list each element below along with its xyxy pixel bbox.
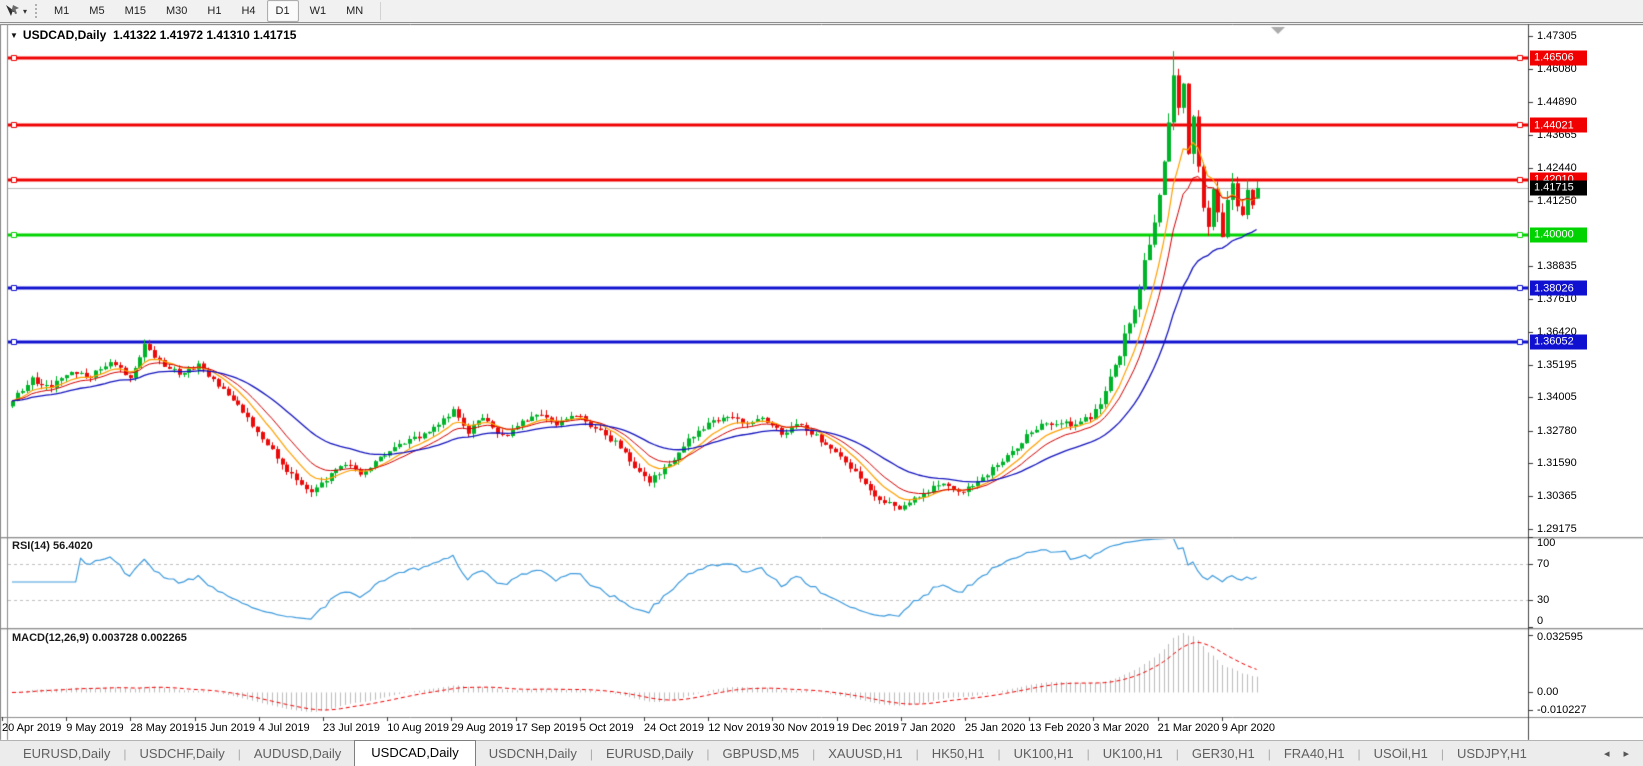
macd-label: MACD(12,26,9) 0.003728 0.002265 xyxy=(12,632,187,644)
chart-title-text: USDCAD,Daily 1.41322 1.41972 1.41310 1.4… xyxy=(22,28,297,42)
dropdown-caret-icon[interactable]: ▾ xyxy=(23,6,28,16)
chart-title: ▼ USDCAD,Daily 1.41322 1.41972 1.41310 1.… xyxy=(10,28,296,42)
timeframe-button-mn[interactable]: MN xyxy=(346,5,364,17)
timeframe-button-h4[interactable]: H4 xyxy=(241,5,256,17)
symbol-tab-usoil-h1[interactable]: USOil,H1 xyxy=(1373,746,1428,761)
symbol-tab-usdcnh-daily[interactable]: USDCNH,Daily xyxy=(488,746,577,761)
symbol-tab-fra40-h1[interactable]: FRA40,H1 xyxy=(1283,746,1345,761)
tab-separator: | xyxy=(589,747,593,761)
symbol-tabs: EURUSD,Daily | USDCHF,Daily | AUDUSD,Daily US… xyxy=(0,740,1540,766)
symbol-tab-usdjpy-h1[interactable]: USDJPY,H1 xyxy=(1456,746,1527,761)
symbol-tab-usdcad-daily[interactable]: USDCAD,Daily xyxy=(354,740,476,766)
timeframe-button-w1[interactable]: W1 xyxy=(309,5,327,17)
symbol-tab-eurusd-daily[interactable]: EURUSD,Daily xyxy=(23,746,111,761)
symbol-tab-eurusd-daily[interactable]: EURUSD,Daily xyxy=(605,746,694,761)
timeframe-button-h1[interactable]: H1 xyxy=(207,5,222,17)
top-toolbar: ▾ M1 M5 M15 M30 H1 H4 D1 W1 MN xyxy=(0,0,1643,23)
chart-cursor-tool-icon[interactable] xyxy=(4,4,22,19)
toolbar-grip[interactable] xyxy=(35,4,38,18)
tab-separator: | xyxy=(1440,747,1444,761)
tab-separator: | xyxy=(706,747,710,761)
collapse-arrow-icon[interactable]: ▼ xyxy=(10,30,18,40)
tab-separator: | xyxy=(997,747,1001,761)
tab-separator: | xyxy=(1175,747,1179,761)
rsi-label: RSI(14) 56.4020 xyxy=(12,540,93,552)
timeframe-button-m5[interactable]: M5 xyxy=(89,5,105,17)
tab-separator: | xyxy=(1267,747,1271,761)
symbol-tab-ger30-h1[interactable]: GER30,H1 xyxy=(1191,746,1255,761)
tab-separator: | xyxy=(812,747,816,761)
symbol-tab-xauusd-h1[interactable]: XAUUSD,H1 xyxy=(828,746,903,761)
symbol-tab-uk100-h1[interactable]: UK100,H1 xyxy=(1102,746,1163,761)
tab-separator: | xyxy=(1357,747,1361,761)
toolbar-separator xyxy=(380,2,382,20)
tab-separator: | xyxy=(237,747,241,761)
timeframe-button-m1[interactable]: M1 xyxy=(54,5,70,17)
tab-scroll-left-icon[interactable]: ◂ xyxy=(1603,748,1610,760)
tab-separator: | xyxy=(123,747,127,761)
tab-separator: | xyxy=(915,747,919,761)
symbol-tab-bar: EURUSD,Daily | USDCHF,Daily | AUDUSD,Daily US… xyxy=(0,740,1643,766)
tab-scroll-right-icon[interactable]: ▸ xyxy=(1623,748,1629,760)
timeframe-button-d1[interactable]: D1 xyxy=(266,0,299,22)
symbol-tab-audusd-daily[interactable]: AUDUSD,Daily xyxy=(253,746,342,761)
symbol-tab-gbpusd-m5[interactable]: GBPUSD,M5 xyxy=(722,746,800,761)
symbol-tab-usdchf-daily[interactable]: USDCHF,Daily xyxy=(139,746,225,761)
timeframe-button-m15[interactable]: M15 xyxy=(124,5,146,17)
timeframe-button-m30[interactable]: M30 xyxy=(165,5,188,17)
symbol-tab-uk100-h1[interactable]: UK100,H1 xyxy=(1013,746,1074,761)
symbol-tab-hk50-h1[interactable]: HK50,H1 xyxy=(931,746,985,761)
tab-separator: | xyxy=(1086,747,1090,761)
timeframe-buttons: M1 M5 M15 M30 H1 H4 D1 W1 MN xyxy=(45,0,372,22)
